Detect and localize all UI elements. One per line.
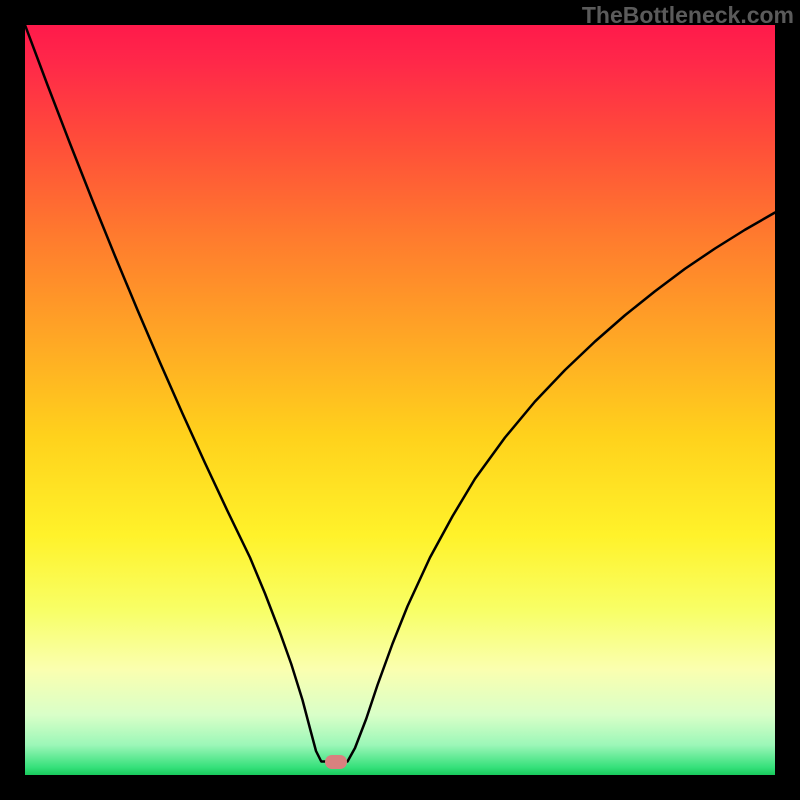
watermark-text: TheBottleneck.com — [582, 2, 794, 29]
bottleneck-curve — [25, 25, 775, 775]
chart-container: TheBottleneck.com — [0, 0, 800, 800]
plot-area — [25, 25, 775, 775]
optimum-marker — [325, 755, 347, 769]
